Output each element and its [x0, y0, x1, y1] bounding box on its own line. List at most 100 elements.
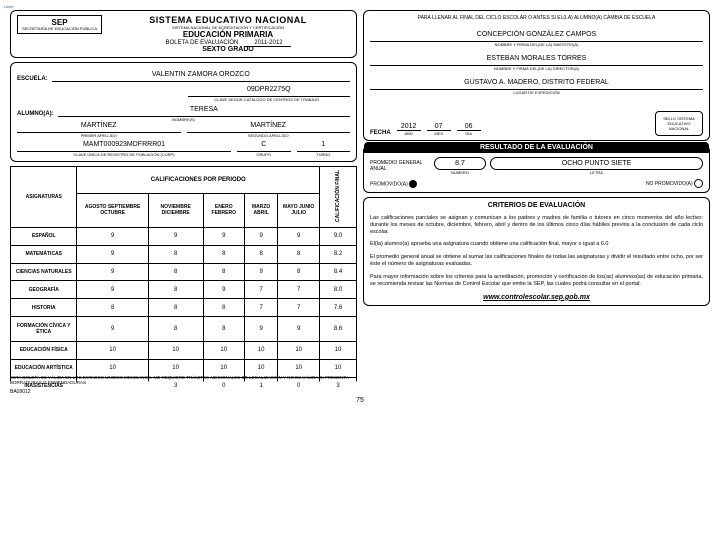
- fecha-anio: 2012: [397, 123, 421, 131]
- grade-cell: 8: [244, 245, 277, 263]
- grade-cell: 8: [278, 245, 320, 263]
- final-cell: 8.0: [320, 281, 357, 299]
- grades-title: CALIFICACIONES POR PERIODO: [77, 167, 320, 194]
- footer-note: ESTA BOLETA ES VÁLIDA EN LOS ESTADOS UNI…: [10, 375, 357, 385]
- criteria-p1: Las calificaciones parciales se asignan …: [370, 215, 703, 236]
- grade-cell: 10: [244, 341, 277, 359]
- turno-sub: TURNO: [297, 152, 351, 157]
- student-label: ALUMNO(A):: [17, 111, 54, 117]
- no-promovido-label: NO PROMOVIDO(A): [646, 181, 693, 187]
- grade-cell: 7: [278, 299, 320, 317]
- prom-label: PROMEDIO GENERAL ANUAL: [370, 160, 430, 172]
- criteria-p2: El(la) alumno(a) aprueba una asignatura …: [370, 241, 703, 248]
- maestro-name: CONCEPCIÓN GONZÁLEZ CAMPOS: [370, 31, 703, 42]
- grade-cell: 9: [77, 281, 148, 299]
- result-box: RESULTADO DE LA EVALUACIÓN PROMEDIO GENE…: [363, 145, 710, 193]
- school-label: ESCUELA:: [17, 76, 48, 82]
- curp-sub: CLAVE ÚNICA DE REGISTRO DE POBLACIÓN (CU…: [17, 152, 231, 157]
- period-0: AGOSTO SEPTIEMBRE OCTUBRE: [77, 194, 148, 228]
- grade: SEXTO GRADO: [106, 46, 350, 53]
- grade-cell: 9: [77, 263, 148, 281]
- fecha-label: FECHA: [370, 130, 391, 136]
- grade-cell: 8: [203, 299, 244, 317]
- final-cell: 8.6: [320, 317, 357, 342]
- promovido-label: PROMOVIDO(A): [370, 181, 408, 187]
- lugar-sub: LUGAR DE EXPEDICIÓN: [370, 90, 703, 95]
- period-2: ENERO FEBRERO: [203, 194, 244, 228]
- grade-cell: 10: [148, 341, 203, 359]
- grade-cell: 9: [77, 245, 148, 263]
- grade-cell: 7: [244, 299, 277, 317]
- director-sub: NOMBRE Y FIRMA DEL(DE LA) DIRECTOR(A): [370, 66, 703, 71]
- criteria-box: CRITERIOS DE EVALUACIÓN Las calificacion…: [363, 197, 710, 306]
- grade-cell: 9: [244, 227, 277, 245]
- grade-cell: 10: [278, 341, 320, 359]
- ap2: MARTÍNEZ: [187, 122, 351, 133]
- table-row: CIENCIAS NATURALES988988.4: [11, 263, 357, 281]
- grade-cell: 10: [203, 341, 244, 359]
- grade-cell: 7: [278, 281, 320, 299]
- table-row: MATEMÁTICAS988888.2: [11, 245, 357, 263]
- col-final: CALIFICACIÓN FINAL: [335, 170, 341, 222]
- criteria-title: CRITERIOS DE EVALUACIÓN: [370, 202, 703, 209]
- lugar: GUSTAVO A. MADERO, DISTRITO FEDERAL: [370, 79, 703, 90]
- grade-cell: 9: [203, 227, 244, 245]
- subject-name: GEOGRAFÍA: [11, 281, 77, 299]
- right-column: PARA LLENAR AL FINAL DEL CICLO ESCOLAR O…: [363, 10, 710, 395]
- header-box: SEP SECRETARÍA DE EDUCACIÓN PÚBLICA SIST…: [10, 10, 357, 58]
- system-title: SISTEMA EDUCATIVO NACIONAL SISTEMA NACIO…: [106, 15, 350, 53]
- school-name: VALENTIN ZAMORA OROZCO: [52, 71, 350, 82]
- grade-cell: 8: [148, 245, 203, 263]
- browser-tab-hint: Unde: [4, 4, 14, 9]
- final-cell: 10: [320, 341, 357, 359]
- grades-table: ASIGNATURAS CALIFICACIONES POR PERIODO C…: [10, 166, 357, 369]
- subject-name: CIENCIAS NATURALES: [11, 263, 77, 281]
- grade-cell: 8: [203, 245, 244, 263]
- period-4: MAYO JUNIO JULIO: [278, 194, 320, 228]
- table-row: ESPAÑOL999999.0: [11, 227, 357, 245]
- prom-num: 8.7: [434, 157, 486, 170]
- final-cell: 9.0: [320, 227, 357, 245]
- report-card: SEP SECRETARÍA DE EDUCACIÓN PÚBLICA SIST…: [10, 10, 710, 395]
- ap1-sub: PRIMER APELLIDO: [17, 133, 181, 138]
- grade-cell: 9: [278, 227, 320, 245]
- period-1: NOVIEMBRE DICIEMBRE: [148, 194, 203, 228]
- curp: MAMT000923MDFRRR01: [17, 141, 231, 152]
- table-row: FORMACIÓN CÍVICA Y ÉTICA988998.6: [11, 317, 357, 342]
- grupo: C: [237, 141, 291, 152]
- grade-cell: 8: [148, 299, 203, 317]
- prom-text: OCHO PUNTO SIETE: [490, 157, 703, 170]
- grade-cell: 9: [77, 317, 148, 342]
- period-3: MARZO ABRIL: [244, 194, 277, 228]
- subject-name: MATEMÁTICAS: [11, 245, 77, 263]
- ap2-sub: SEGUNDO APELLIDO: [187, 133, 351, 138]
- grade-cell: 9: [203, 281, 244, 299]
- promovido-dot: [409, 180, 417, 188]
- col-asignaturas: ASIGNATURAS: [11, 167, 77, 228]
- grade-cell: 8: [77, 299, 148, 317]
- final-cell: 7.6: [320, 299, 357, 317]
- grade-cell: 8: [148, 281, 203, 299]
- school-clave: 09DPR2275Q: [188, 86, 351, 97]
- level: EDUCACIÓN PRIMARIA: [106, 30, 350, 39]
- result-banner: RESULTADO DE LA EVALUACIÓN: [364, 142, 709, 153]
- grade-cell: 9: [244, 263, 277, 281]
- fill-instructions: PARA LLENAR AL FINAL DEL CICLO ESCOLAR O…: [370, 15, 703, 21]
- left-column: SEP SECRETARÍA DE EDUCACIÓN PÚBLICA SIST…: [10, 10, 357, 395]
- fecha-dia: 06: [457, 123, 481, 131]
- table-row: EDUCACIÓN FÍSICA101010101010: [11, 341, 357, 359]
- portal-link[interactable]: www.controlescolar.sep.gob.mx: [483, 294, 590, 301]
- subject-name: EDUCACIÓN FÍSICA: [11, 341, 77, 359]
- sys-title: SISTEMA EDUCATIVO NACIONAL: [106, 15, 350, 25]
- final-cell: 8.4: [320, 263, 357, 281]
- student-nombres: TERESA: [58, 106, 350, 117]
- table-row: GEOGRAFÍA989778.0: [11, 281, 357, 299]
- criteria-p4: Para mayor información sobre los criteri…: [370, 274, 703, 288]
- table-row: HISTORIA888777.6: [11, 299, 357, 317]
- grade-cell: 9: [77, 227, 148, 245]
- grupo-sub: GRUPO: [237, 152, 291, 157]
- signatures-box: PARA LLENAR AL FINAL DEL CICLO ESCOLAR O…: [363, 10, 710, 141]
- fecha-mes: 07: [427, 123, 451, 131]
- grade-cell: 10: [77, 341, 148, 359]
- maestro-sub: NOMBRE Y FIRMA DEL(DE LA) MAESTRO(A): [370, 42, 703, 47]
